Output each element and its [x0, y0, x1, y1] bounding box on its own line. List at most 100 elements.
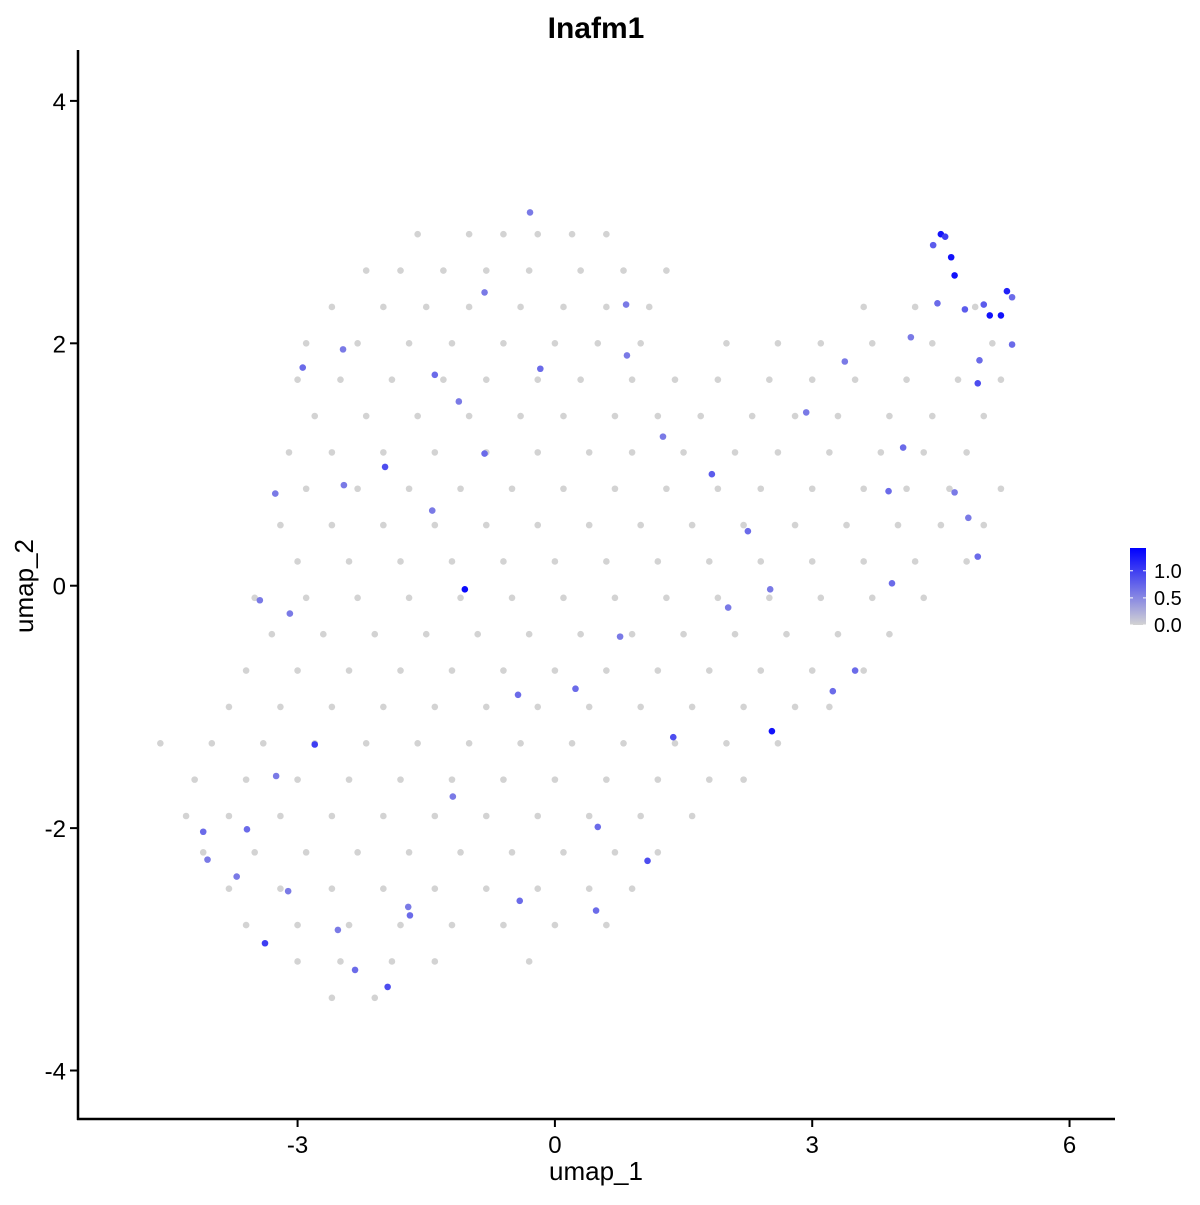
y-axis-label: umap_2	[9, 539, 39, 633]
point	[328, 303, 336, 311]
point	[941, 233, 949, 240]
point	[620, 267, 627, 274]
point	[448, 921, 456, 929]
point	[362, 739, 370, 747]
point	[616, 633, 624, 640]
point	[414, 412, 421, 420]
point	[808, 558, 816, 565]
point	[354, 849, 361, 856]
point	[526, 209, 534, 216]
color-bar	[1130, 548, 1146, 625]
point	[525, 267, 533, 274]
point	[465, 303, 473, 311]
point	[731, 630, 739, 638]
point	[622, 301, 630, 308]
point	[637, 521, 644, 529]
x-tick-label: 0	[548, 1132, 561, 1159]
point	[951, 489, 958, 496]
point	[585, 449, 593, 456]
point	[1008, 341, 1016, 348]
point	[611, 594, 619, 602]
point	[826, 703, 833, 711]
point	[380, 703, 387, 711]
point	[242, 667, 250, 674]
point	[294, 921, 301, 929]
point	[974, 553, 982, 560]
point	[422, 303, 430, 311]
point	[482, 885, 490, 893]
point	[465, 412, 473, 420]
point	[457, 594, 464, 602]
point	[628, 449, 636, 456]
point	[500, 558, 507, 565]
point	[731, 449, 739, 456]
point	[766, 586, 774, 593]
point	[980, 301, 988, 308]
point	[537, 365, 544, 373]
y-tick-label: 2	[53, 331, 66, 358]
point	[431, 703, 439, 711]
point	[482, 521, 490, 529]
point	[603, 921, 610, 929]
point	[568, 230, 576, 238]
point	[688, 812, 696, 820]
point	[774, 449, 782, 456]
point	[980, 521, 988, 529]
point	[431, 521, 439, 529]
point	[461, 586, 469, 593]
point	[705, 667, 713, 674]
point	[440, 376, 447, 383]
point	[659, 433, 667, 440]
point	[1003, 287, 1011, 295]
point	[577, 376, 584, 383]
point	[911, 558, 919, 565]
point	[748, 412, 756, 420]
point	[843, 521, 850, 529]
point	[354, 485, 361, 493]
point	[757, 667, 765, 674]
legend-label: 0.5	[1154, 588, 1182, 610]
point	[628, 885, 636, 893]
point	[888, 579, 896, 587]
point	[259, 739, 267, 747]
point	[388, 376, 396, 383]
point	[405, 485, 413, 493]
point	[628, 630, 636, 638]
point	[594, 340, 602, 347]
legend-label: 0.0	[1154, 615, 1182, 637]
point	[791, 703, 799, 711]
point	[328, 812, 336, 820]
point	[233, 873, 240, 880]
point	[286, 610, 294, 617]
y-tick-label: -4	[45, 1059, 66, 1086]
point	[199, 849, 207, 856]
point	[380, 812, 387, 820]
point	[841, 358, 849, 365]
point	[431, 371, 439, 379]
point	[611, 412, 619, 420]
point	[663, 267, 670, 274]
point	[431, 449, 439, 456]
point	[907, 333, 915, 341]
point	[611, 849, 619, 856]
point	[225, 812, 233, 820]
points	[157, 209, 1016, 1002]
point	[302, 594, 310, 602]
point	[294, 558, 301, 565]
point	[986, 312, 994, 319]
point	[774, 739, 782, 747]
point	[974, 380, 982, 387]
point	[808, 485, 816, 493]
point	[603, 776, 610, 783]
point	[277, 885, 284, 893]
x-tick-label: -3	[287, 1132, 308, 1159]
point	[208, 739, 216, 747]
chart-title: Inafm1	[548, 12, 645, 45]
point	[654, 849, 662, 856]
point	[894, 521, 902, 529]
point	[929, 241, 937, 249]
point	[791, 521, 799, 529]
point	[405, 594, 413, 602]
point	[182, 812, 190, 820]
